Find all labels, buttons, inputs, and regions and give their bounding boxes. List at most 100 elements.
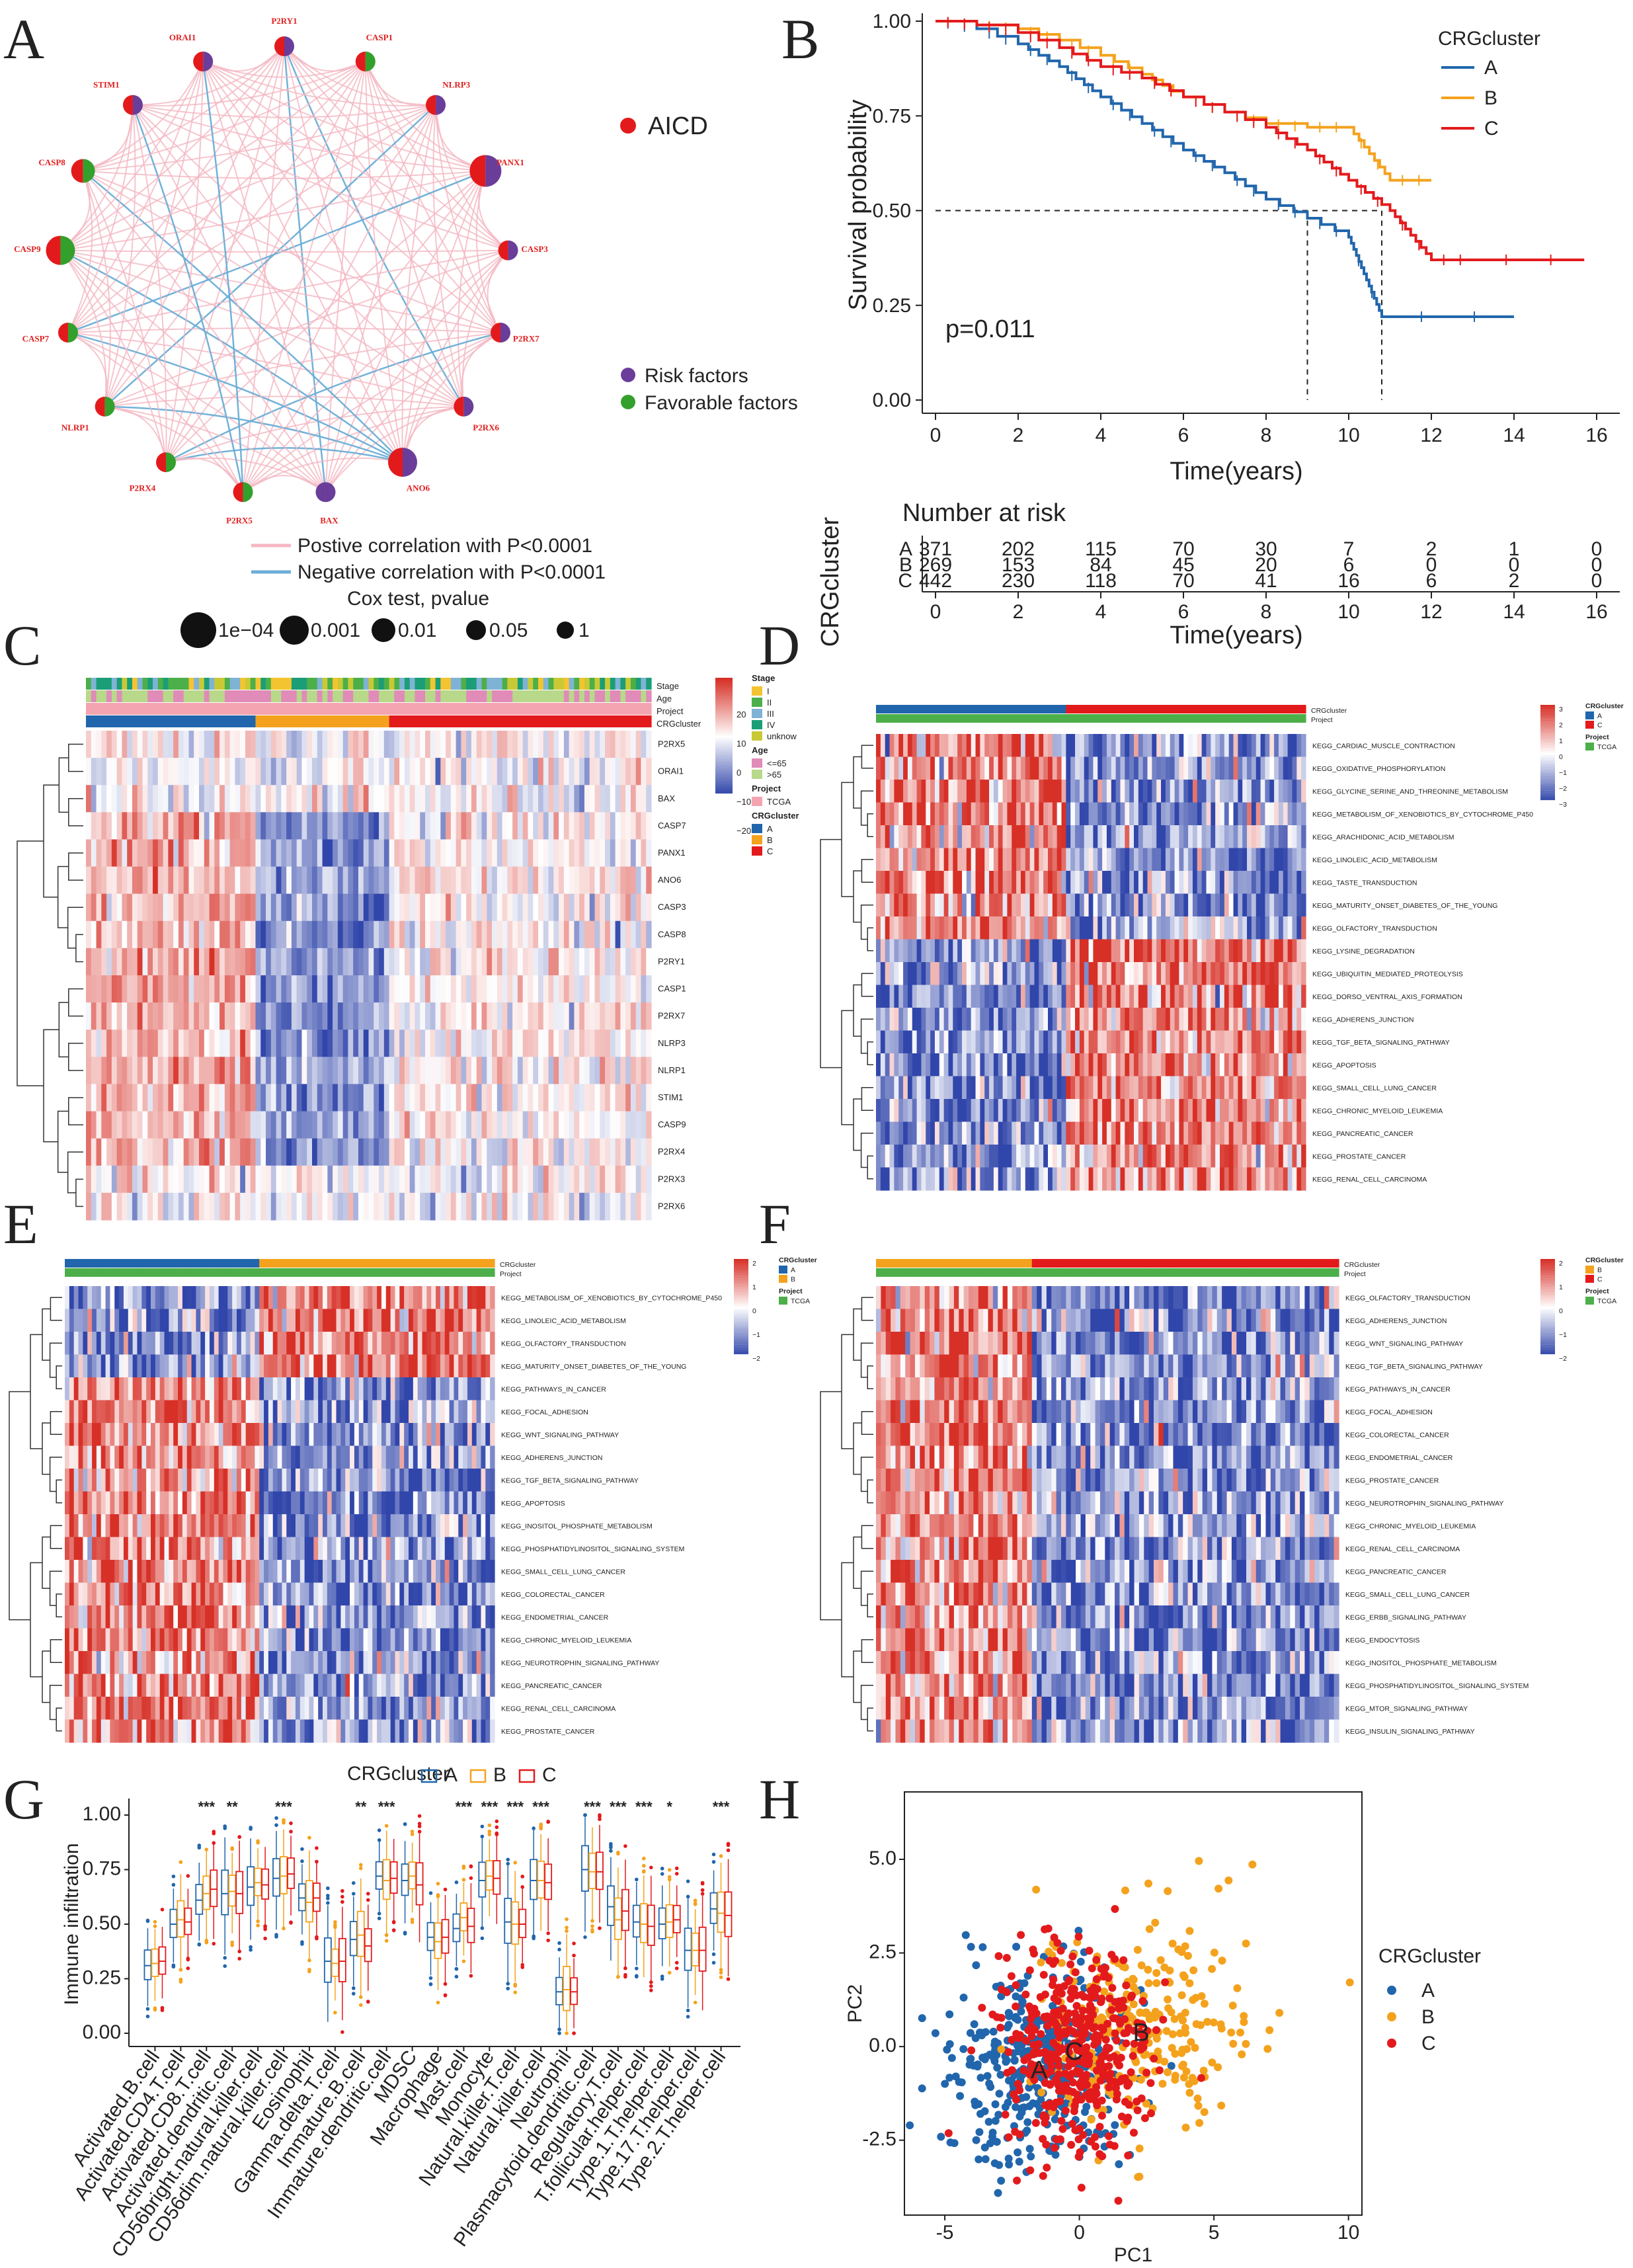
heatmap-cell xyxy=(291,1165,298,1194)
network-edge xyxy=(242,405,464,493)
annotation-cell xyxy=(194,703,200,715)
annotation-cell xyxy=(219,715,225,727)
heatmap-cell xyxy=(101,731,107,758)
heatmap-cell xyxy=(563,975,570,1003)
heatmap-cell xyxy=(630,1002,637,1030)
heatmap-cell xyxy=(880,756,886,780)
heatmap-cell xyxy=(1048,1099,1053,1123)
heatmap-cell xyxy=(1197,962,1203,986)
heatmap-cell xyxy=(137,1084,143,1112)
annotation-cell xyxy=(461,690,467,702)
heatmap-cell xyxy=(1238,1121,1243,1145)
heatmap-cell xyxy=(96,1111,102,1139)
heatmap-cell xyxy=(1269,1145,1275,1168)
heatmap-cell xyxy=(889,893,895,917)
annotation-cell xyxy=(948,705,953,713)
annotation-cell xyxy=(260,703,266,715)
heatmap-cell xyxy=(1278,871,1284,895)
heatmap-cell xyxy=(1056,1008,1062,1032)
heatmap-cell xyxy=(1147,1099,1152,1123)
annotation-cell xyxy=(209,703,215,715)
annotation-cell xyxy=(522,703,529,715)
heatmap-cell xyxy=(1228,825,1234,849)
heatmap-cell xyxy=(178,731,184,758)
annotation-cell xyxy=(1283,705,1289,713)
heatmap-cell xyxy=(966,1008,972,1032)
node-aicd-half xyxy=(469,155,486,187)
heatmap-cell xyxy=(930,1099,936,1123)
heatmap-cell xyxy=(199,1002,205,1030)
heatmap-cell xyxy=(939,962,945,986)
heatmap-cell xyxy=(492,1111,498,1139)
heatmap-cell xyxy=(461,866,467,895)
heatmap-cell xyxy=(142,1084,148,1112)
heatmap-cell xyxy=(266,1030,272,1057)
heatmap-cell xyxy=(96,1002,102,1030)
heatmap-cell xyxy=(984,1030,990,1054)
heatmap-cell xyxy=(1201,756,1207,780)
network-node: CASP8 xyxy=(38,157,95,183)
heatmap-cell xyxy=(425,1057,431,1085)
heatmap-row-label: P2RX6 xyxy=(658,1201,685,1211)
heatmap-cell xyxy=(209,758,215,786)
heatmap-cell xyxy=(1016,1030,1021,1054)
heatmap-cell xyxy=(975,916,980,940)
heatmap-cell xyxy=(1156,1121,1162,1145)
heatmap-cell xyxy=(971,1167,976,1191)
heatmap-cell xyxy=(409,866,416,895)
heatmap-cell xyxy=(1274,1145,1279,1168)
heatmap-cell xyxy=(625,785,631,813)
heatmap-cell xyxy=(1097,734,1103,758)
heatmap-cell xyxy=(1020,1076,1026,1100)
heatmap-cell xyxy=(1093,802,1098,826)
heatmap-cell xyxy=(1034,1099,1039,1123)
heatmap-cell xyxy=(528,948,534,976)
heatmap-cell xyxy=(993,780,999,803)
heatmap-cell xyxy=(122,1192,128,1221)
heatmap-cell xyxy=(993,1145,999,1168)
heatmap-cell xyxy=(1142,1145,1148,1168)
heatmap-cell xyxy=(430,1111,436,1139)
heatmap-cell xyxy=(620,948,626,976)
heatmap-row-label: P2RX4 xyxy=(658,1147,685,1156)
heatmap-cell xyxy=(880,1008,886,1032)
heatmap-cell xyxy=(1039,848,1044,871)
annotation-cell xyxy=(281,715,287,727)
heatmap-cell xyxy=(147,866,153,895)
heatmap-cell xyxy=(1016,871,1021,895)
annotation-cell xyxy=(409,703,416,715)
heatmap-cell xyxy=(1206,756,1211,780)
annotation-cell xyxy=(1174,705,1180,713)
heatmap-cell xyxy=(548,1030,554,1057)
annotation-cell xyxy=(358,715,364,727)
annotation-cell xyxy=(471,690,477,702)
network-edge xyxy=(83,104,436,172)
heatmap-cell xyxy=(204,1138,210,1166)
heatmap-cell xyxy=(1183,780,1189,803)
heatmap-cell xyxy=(1179,916,1184,940)
heatmap-cell xyxy=(1179,756,1184,780)
annotation-cell xyxy=(132,690,138,702)
heatmap-cell xyxy=(1233,962,1238,986)
heatmap-cell xyxy=(1102,893,1107,917)
heatmap-cell xyxy=(512,1084,518,1112)
annotation-cell xyxy=(245,703,251,715)
heatmap-cell xyxy=(86,1138,92,1166)
annotation-cell xyxy=(492,703,498,715)
heatmap-cell xyxy=(953,1121,958,1145)
annotation-cell xyxy=(1097,714,1103,723)
km-y-tick-label: 1.00 xyxy=(873,11,911,32)
heatmap-cell xyxy=(1007,1145,1012,1168)
heatmap-cell xyxy=(214,1111,220,1139)
km-panel: 0 2 4 6 8 10 12 14 160.000.250.500.751.00 Surviv… xyxy=(816,11,1620,649)
heatmap-cell xyxy=(394,1057,400,1085)
heatmap-cell xyxy=(1075,1030,1080,1054)
heatmap-cell xyxy=(157,785,164,813)
heatmap-cell xyxy=(894,1099,899,1123)
annotation-cell xyxy=(528,678,534,690)
annotation-cell xyxy=(1102,705,1107,713)
heatmap-cell xyxy=(1043,802,1049,826)
heatmap-cell xyxy=(383,1002,390,1030)
network-edge xyxy=(402,332,501,463)
heatmap-cell xyxy=(903,1030,908,1054)
